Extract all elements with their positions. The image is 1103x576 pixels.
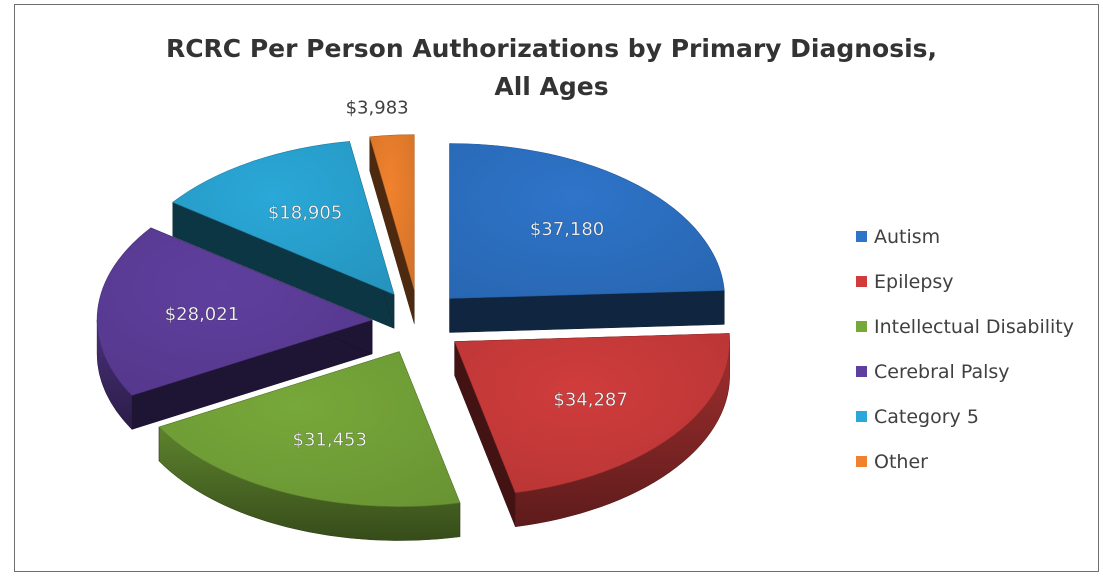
- legend-item-autism: Autism: [856, 214, 1074, 259]
- legend-item-epilepsy: Epilepsy: [856, 259, 1074, 304]
- legend-item-intellectual-disability: Intellectual Disability: [856, 304, 1074, 349]
- pie-slice-other: [369, 134, 415, 324]
- legend-label: Autism: [874, 225, 941, 248]
- legend-label: Epilepsy: [874, 270, 954, 293]
- legend-label: Intellectual Disability: [874, 315, 1074, 338]
- pie-slice-top-autism: [449, 143, 725, 299]
- legend-swatch: [856, 321, 867, 332]
- data-label-other: $3,983: [346, 97, 409, 118]
- pie-slice-top-intellectual-disability: [158, 351, 461, 507]
- legend-item-other: Other: [856, 439, 1074, 484]
- chart-title: RCRC Per Person Authorizations by Primar…: [0, 30, 1103, 106]
- pie-slice-top-category-5: [172, 141, 395, 295]
- chart-legend: Autism Epilepsy Intellectual Disability Cer…: [856, 214, 1074, 484]
- data-label-category-5: $18,905: [268, 202, 342, 223]
- data-label-autism: $37,180: [530, 219, 604, 240]
- chart-subtitle: All Ages: [494, 72, 609, 101]
- data-label-epilepsy: $34,287: [553, 390, 627, 411]
- legend-item-cerebral-palsy: Cerebral Palsy: [856, 349, 1074, 394]
- chart-title-line1: RCRC Per Person Authorizations by Primar…: [165, 34, 938, 63]
- legend-item-category-5: Category 5: [856, 394, 1074, 439]
- pie-slice-category-5: [172, 141, 395, 329]
- legend-label: Cerebral Palsy: [874, 360, 1010, 383]
- legend-label: Category 5: [874, 405, 979, 428]
- legend-swatch: [856, 276, 867, 287]
- pie-slice-top-cerebral-palsy: [96, 227, 373, 396]
- pie-slice-cerebral-palsy: [96, 227, 373, 431]
- data-label-intellectual-disability: $31,453: [293, 429, 367, 450]
- pie-slice-intellectual-disability: [158, 351, 461, 541]
- pie-slice-epilepsy: [454, 333, 730, 528]
- legend-swatch: [856, 231, 867, 242]
- legend-label: Other: [874, 450, 928, 473]
- pie-slice-autism: [449, 143, 725, 333]
- legend-swatch: [856, 366, 867, 377]
- pie-slice-top-epilepsy: [454, 333, 730, 494]
- legend-swatch: [856, 456, 867, 467]
- legend-swatch: [856, 411, 867, 422]
- data-label-cerebral-palsy: $28,021: [165, 304, 239, 325]
- pie-slice-top-other: [369, 134, 415, 290]
